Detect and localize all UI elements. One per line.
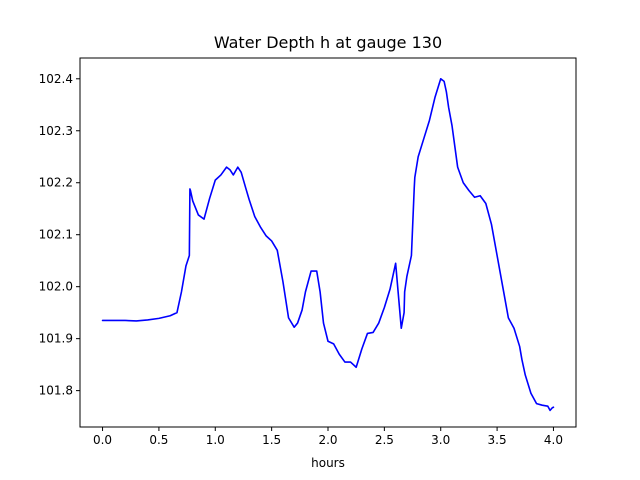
x-tick-label: 3.0 (431, 433, 450, 447)
x-axis-label: hours (311, 456, 345, 470)
x-tick-label: 0.0 (93, 433, 112, 447)
x-tick-label: 3.5 (488, 433, 507, 447)
y-tick-label: 101.9 (39, 332, 73, 346)
x-tick-label: 1.5 (262, 433, 281, 447)
y-tick-label: 102.2 (39, 176, 73, 190)
plot-marks (101, 77, 555, 412)
x-tick-label: 2.5 (375, 433, 394, 447)
chart-title: Water Depth h at gauge 130 (214, 33, 442, 52)
series-line-0 (101, 77, 555, 412)
y-tick-label: 101.8 (39, 384, 73, 398)
y-tick-label: 102.3 (39, 124, 73, 138)
y-tick-label: 102.0 (39, 280, 73, 294)
x-tick-label: 2.0 (318, 433, 337, 447)
y-tick-label: 102.1 (39, 228, 73, 242)
x-tick-label: 0.5 (149, 433, 168, 447)
axis-ticks: 0.0 0.5 1.0 1.5 2.0 2.5 3.0 3.5 4.0 101.8 101.9 102… (39, 72, 563, 447)
y-tick-label: 102.4 (39, 72, 73, 86)
x-tick-label: 1.0 (206, 433, 225, 447)
x-tick-label: 4.0 (544, 433, 563, 447)
